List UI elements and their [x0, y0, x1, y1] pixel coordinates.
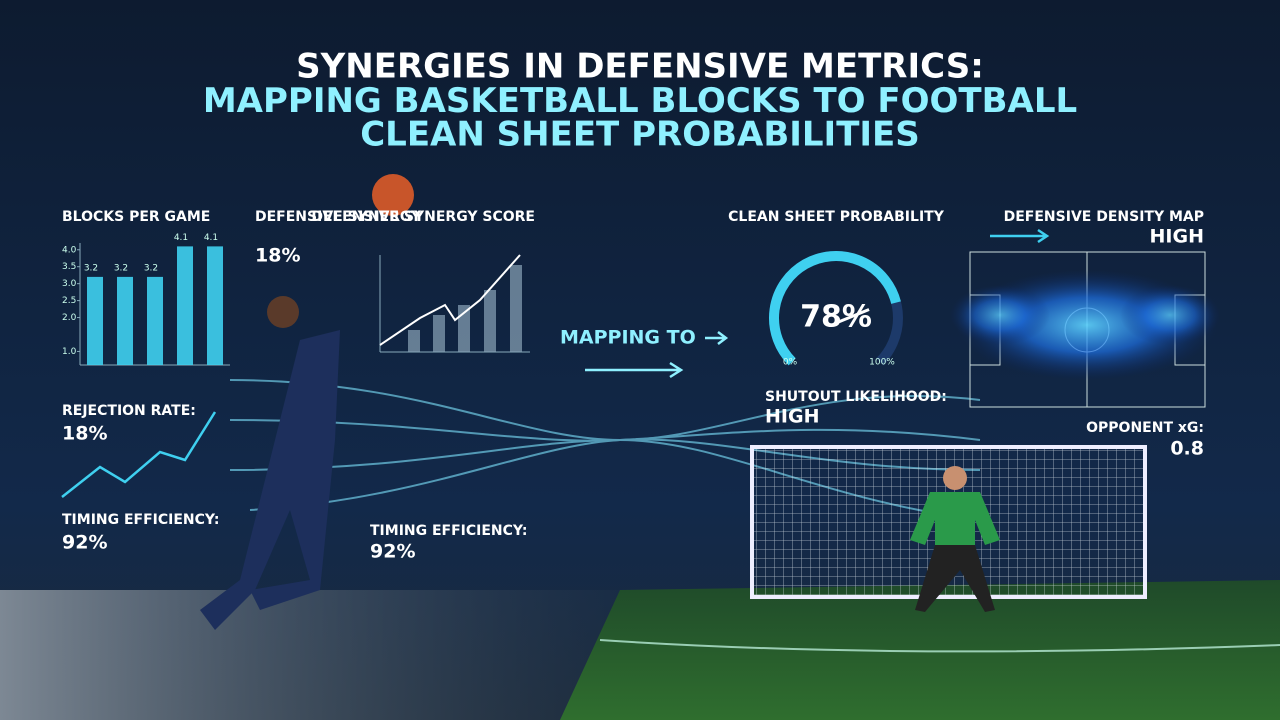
label: REJECTION RATE:: [62, 403, 196, 419]
title: CLEAN SHEET PROBABILITIES: [360, 115, 920, 155]
title: MAPPING BASKETBALL BLOCKS TO FOOTBALL: [203, 81, 1077, 121]
arrow: [585, 361, 684, 379]
bar: [117, 276, 133, 365]
y-tick-label: 3.5: [62, 262, 76, 272]
mapping-label: MAPPING TO: [560, 327, 696, 349]
gauge-needle: [835, 308, 870, 325]
synergy-score-chart: [379, 254, 530, 353]
bar: [87, 276, 103, 365]
arrow: [705, 331, 729, 345]
bar: [177, 246, 193, 365]
title-part: BLOCKS TO FOOTBALL: [651, 81, 1078, 121]
gauge: [769, 251, 903, 366]
pitch: [560, 580, 1280, 720]
bar: [207, 246, 223, 365]
gauge-min: 0%: [783, 358, 798, 368]
value: 92%: [62, 532, 107, 554]
gauge-arc: [769, 251, 901, 366]
gauge-max: 100%: [869, 358, 895, 368]
data-label: 4.1: [174, 233, 188, 243]
value: 0.8: [1170, 438, 1204, 460]
arrow: [990, 228, 1050, 244]
goalkeeper: [910, 466, 1000, 612]
y-tick-label: 4.0: [62, 245, 77, 255]
value: HIGH: [1150, 226, 1204, 248]
density-map: [950, 251, 1220, 408]
label: TIMING EFFICIENCY:: [370, 523, 527, 539]
chart-title: BLOCKS PER GAME: [62, 209, 210, 225]
data-label: 4.1: [204, 233, 218, 243]
gauge-value: 78%: [800, 300, 872, 335]
basketball-player: [200, 174, 414, 630]
y-tick-label: 1.0: [62, 347, 77, 357]
value: 18%: [255, 245, 300, 267]
bar: [147, 276, 163, 365]
y-tick-label: 2.0: [62, 313, 77, 323]
label: SHUTOUT LIKELIHOOD:: [765, 389, 947, 405]
y-tick-label: 2.5: [62, 296, 76, 306]
value: HIGH: [765, 406, 819, 428]
data-label: 3.2: [144, 263, 158, 273]
title: SYNERGIES IN DEFENSIVE METRICS:: [296, 47, 984, 87]
label: CLEAN SHEET PROBABILITY: [728, 209, 945, 225]
label: DEFENSIVE SYNERGY SCORE: [311, 209, 535, 225]
label: OPPONENT xG:: [1086, 420, 1204, 436]
y-tick-label: 3.0: [62, 279, 77, 289]
value: 18%: [62, 423, 107, 445]
data-label: 3.2: [84, 263, 98, 273]
pitch-line: [599, 639, 1280, 653]
basketball: [372, 174, 414, 216]
bar-chart: 1.0 2.0 2.5 3.0 3.5 4.0 3.2 3.2 3.2 4.1 4.1: [62, 233, 230, 366]
title-part: MAPPING BASKETBALL: [203, 81, 639, 121]
label: DEFENSIVE SYNERGY: [255, 209, 422, 225]
label: TIMING EFFICIENCY:: [62, 512, 219, 528]
trend-line: [61, 411, 217, 498]
label: DEFENSIVE DENSITY MAP: [1004, 209, 1204, 225]
data-label: 3.2: [114, 263, 128, 273]
value: 92%: [370, 541, 415, 563]
